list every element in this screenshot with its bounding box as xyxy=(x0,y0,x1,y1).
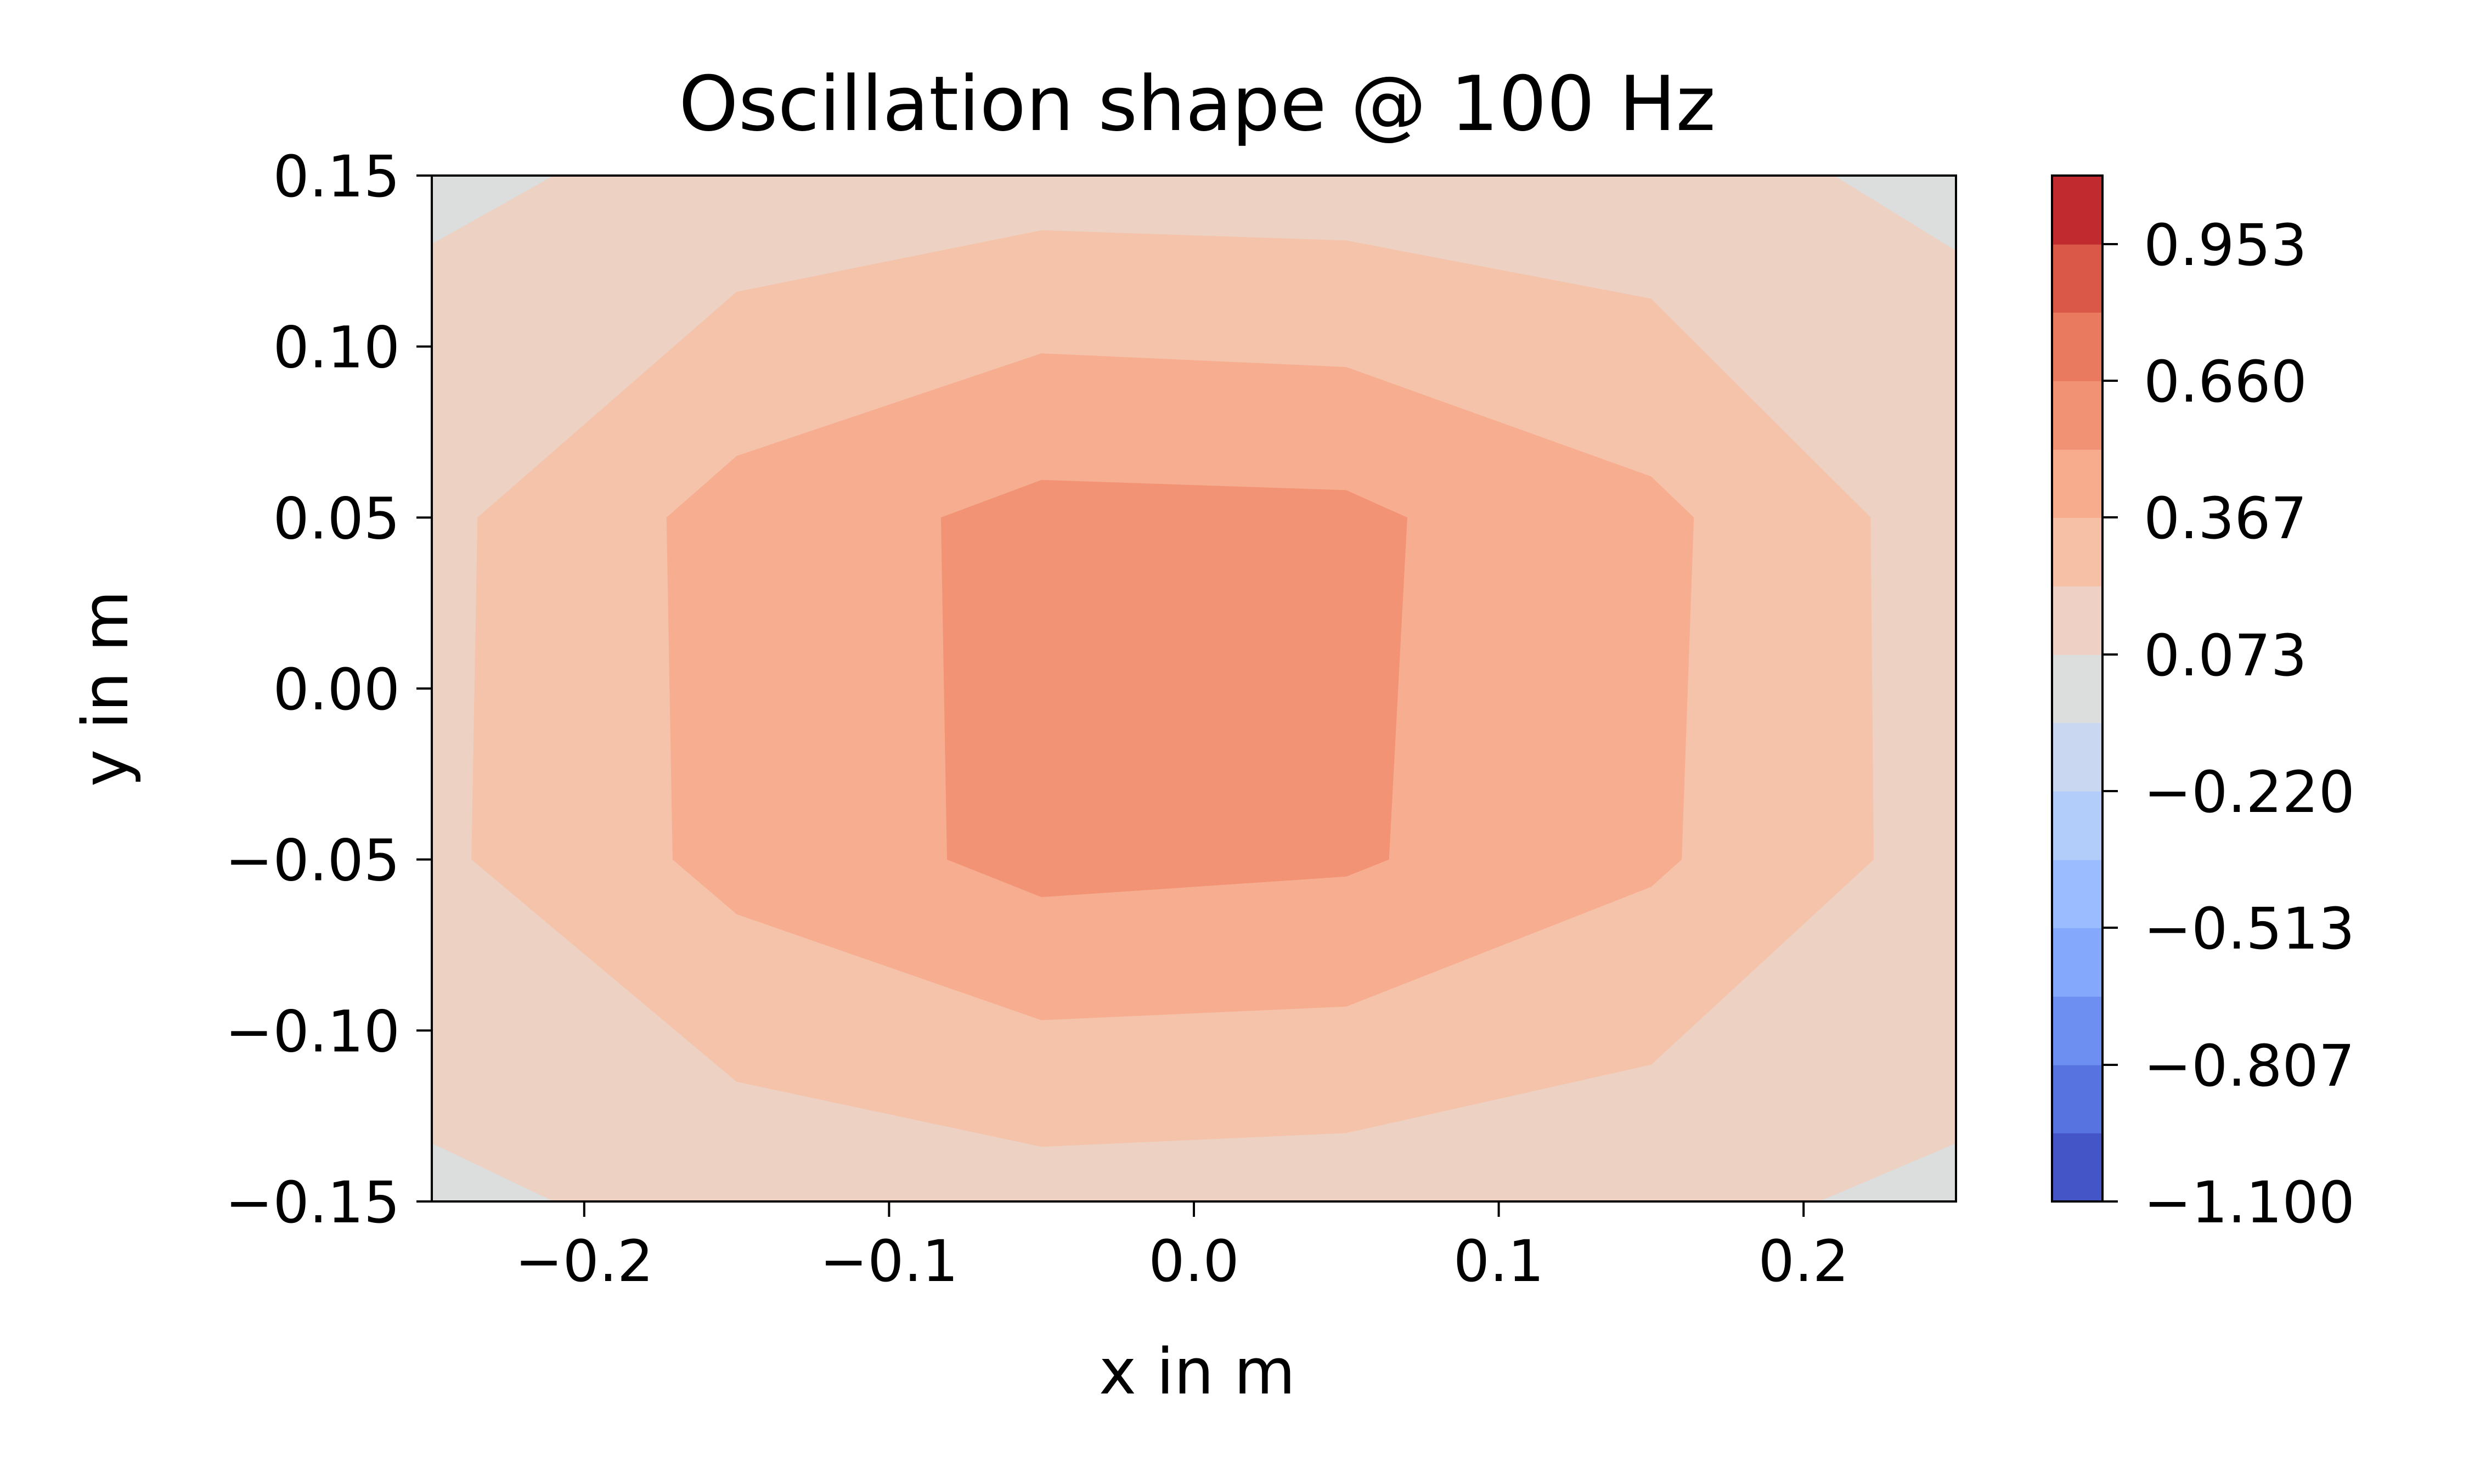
colorbar-segment xyxy=(2052,244,2102,313)
colorbar-frame xyxy=(2051,174,2104,1203)
colorbar-tick-label: 0.953 xyxy=(2144,212,2307,279)
colorbar: −1.100 −0.807 −0.513 −0.220 0.073 0.367 0.660 0… xyxy=(2051,174,2355,1236)
y-tick-label: −0.10 xyxy=(225,998,400,1065)
contour-band-4 xyxy=(940,479,1407,898)
colorbar-segment xyxy=(2052,176,2102,245)
colorbar-tick-label: −0.807 xyxy=(2144,1032,2355,1099)
plot-area xyxy=(431,174,1957,1203)
colorbar-segment xyxy=(2052,654,2102,723)
y-tick-label: −0.05 xyxy=(225,827,400,894)
colorbar-tick-label: 0.660 xyxy=(2144,348,2307,415)
x-tick-label: −0.2 xyxy=(515,1228,654,1295)
colorbar-tick-label: −1.100 xyxy=(2144,1169,2355,1236)
colorbar-segment xyxy=(2052,1133,2102,1202)
x-tick-label: 0.0 xyxy=(1148,1228,1239,1295)
colorbar-segment xyxy=(2052,312,2102,381)
y-axis-label: y in m xyxy=(69,590,143,787)
colorbar-segment xyxy=(2052,586,2102,655)
colorbar-tick-label: −0.220 xyxy=(2144,759,2355,826)
colorbar-segment xyxy=(2052,1064,2102,1133)
colorbar-segment xyxy=(2052,723,2102,792)
colorbar-segment xyxy=(2052,996,2102,1065)
colorbar-segment xyxy=(2052,381,2102,450)
x-axis: −0.2 −0.1 0.0 0.1 0.2 xyxy=(515,1201,1849,1295)
y-tick-label: 0.15 xyxy=(273,143,400,210)
colorbar-segment xyxy=(2052,517,2102,586)
y-tick-label: −0.15 xyxy=(225,1169,400,1236)
x-tick-label: −0.1 xyxy=(820,1228,959,1295)
colorbar-tick-label: 0.367 xyxy=(2144,485,2307,552)
colorbar-tick-label: 0.073 xyxy=(2144,622,2307,689)
y-tick-label: 0.10 xyxy=(273,314,400,381)
x-tick-label: 0.2 xyxy=(1758,1228,1848,1295)
colorbar-tick-label: −0.513 xyxy=(2144,895,2355,962)
x-tick-label: 0.1 xyxy=(1453,1228,1544,1295)
chart-title: Oscillation shape @ 100 Hz xyxy=(679,60,1716,148)
y-axis: 0.15 0.10 0.05 0.00 −0.05 −0.10 −0.15 xyxy=(225,143,432,1236)
y-tick-label: 0.05 xyxy=(273,485,400,552)
colorbar-segment xyxy=(2052,791,2102,860)
colorbar-segment xyxy=(2052,928,2102,997)
colorbar-segment xyxy=(2052,449,2102,518)
y-tick-label: 0.00 xyxy=(273,656,400,723)
colorbar-segment xyxy=(2052,859,2102,928)
x-axis-label: x in m xyxy=(1099,1335,1295,1409)
